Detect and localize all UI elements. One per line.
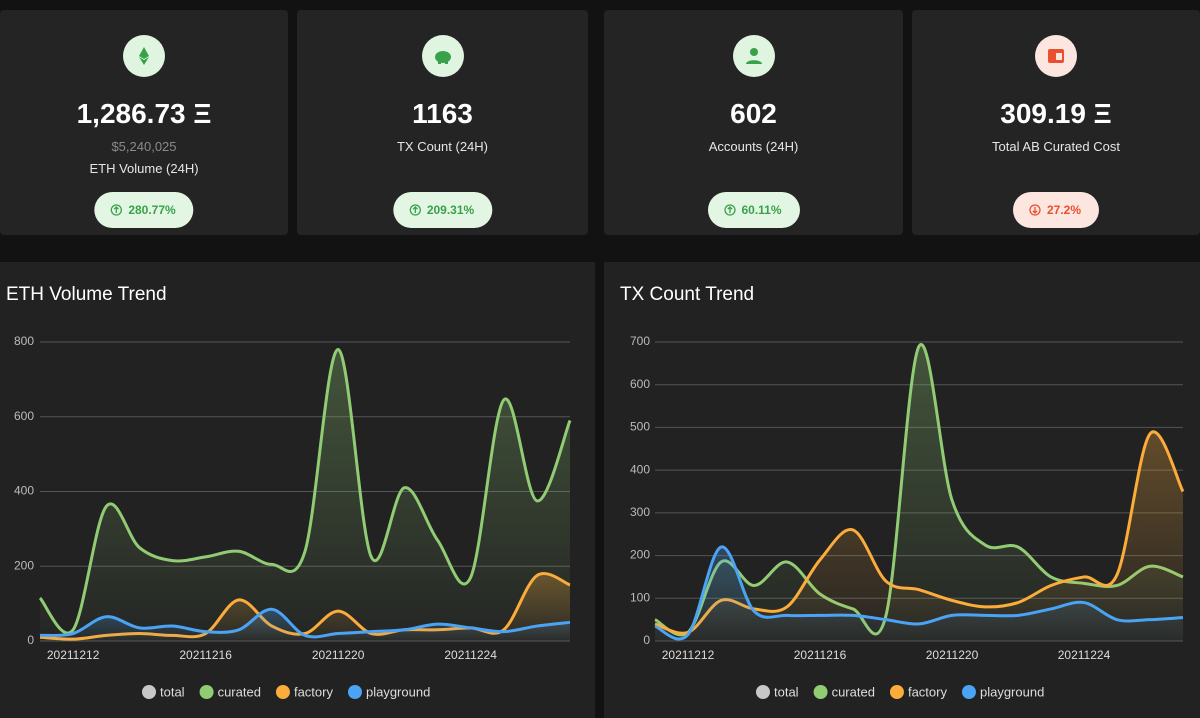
chart-panel: TX Count Trend 0 100 200 300 400 500 600 700 2021… <box>604 262 1200 718</box>
change-value: 209.31% <box>426 203 475 217</box>
y-tick-label: 400 <box>14 484 34 498</box>
chart-panel: ETH Volume Trend 0 200 400 600 800 20211212 202… <box>0 262 595 718</box>
stat-label: ETH Volume (24H) <box>89 161 199 176</box>
stat-label: Accounts (24H) <box>708 139 799 154</box>
change-value: 27.2% <box>1046 203 1082 217</box>
chart: ETH Volume Trend 0 200 400 600 800 20211212 202… <box>6 284 572 699</box>
change-badge: 280.77% <box>94 192 194 228</box>
legend-marker <box>756 685 770 699</box>
stat-value: 602 <box>730 98 777 129</box>
stat-value: 1163 <box>412 98 473 129</box>
x-tick-label: 20211220 <box>926 648 979 662</box>
y-tick-label: 800 <box>14 334 34 348</box>
legend-label: playground <box>980 684 1044 699</box>
y-tick-label: 300 <box>630 505 650 519</box>
stat-sub: $5,240,025 <box>111 139 177 154</box>
stat-label: TX Count (24H) <box>396 139 489 154</box>
stat-card: 1163 TX Count (24H) 209.31% <box>297 10 588 235</box>
chart-title: TX Count Trend <box>620 284 754 305</box>
stat-card: 602 Accounts (24H) 60.11% <box>604 10 903 235</box>
x-tick-label: 20211212 <box>47 648 100 662</box>
y-tick-label: 200 <box>630 548 650 562</box>
legend-label: curated <box>832 684 875 699</box>
y-tick-label: 0 <box>27 633 34 647</box>
y-tick-label: 700 <box>630 334 650 348</box>
icon <box>1035 35 1077 77</box>
x-tick-label: 20211220 <box>312 648 365 662</box>
change-value: 60.11% <box>741 203 782 217</box>
series-area <box>655 431 1183 641</box>
legend-label: total <box>160 684 185 699</box>
legend-label: curated <box>218 684 261 699</box>
stat-value: 1,286.73 Ξ <box>76 98 212 129</box>
stat-value: 309.19 Ξ <box>1000 98 1112 129</box>
change-value: 280.77% <box>128 203 176 217</box>
icon <box>421 35 464 77</box>
stat-label: Total AB Curated Cost <box>992 139 1120 154</box>
stat-card: 1,286.73 Ξ $5,240,025 ETH Volume (24H) 2… <box>0 10 288 235</box>
y-tick-label: 500 <box>630 420 650 434</box>
legend-label: total <box>774 684 799 699</box>
series-line <box>39 607 571 639</box>
x-tick-label: 20211212 <box>662 648 715 662</box>
legend-marker <box>199 685 214 699</box>
chart-title: ETH Volume Trend <box>6 284 167 305</box>
change-badge: 27.2% <box>1012 192 1100 228</box>
x-tick-label: 20211216 <box>794 648 847 662</box>
y-tick-label: 0 <box>643 633 650 647</box>
series-area <box>40 609 570 641</box>
legend-label: playground <box>366 684 430 699</box>
legend-marker <box>889 685 904 699</box>
y-tick-label: 600 <box>14 409 34 423</box>
icon <box>732 35 775 77</box>
y-tick-label: 100 <box>630 590 650 604</box>
x-tick-label: 20211224 <box>1058 648 1111 662</box>
legend-marker <box>813 685 828 699</box>
series-area <box>655 546 1183 641</box>
legend-marker <box>347 685 362 699</box>
series-line <box>38 347 572 635</box>
legend-marker <box>961 685 976 699</box>
x-tick-label: 20211224 <box>444 648 497 662</box>
icon <box>123 35 165 77</box>
y-tick-label: 600 <box>630 377 650 391</box>
x-tick-label: 20211216 <box>179 648 232 662</box>
legend-marker <box>275 685 290 699</box>
change-badge: 60.11% <box>707 192 800 228</box>
y-tick-label: 400 <box>630 462 650 476</box>
chart: TX Count Trend 0 100 200 300 400 500 600 700 2021… <box>620 284 1185 699</box>
series-line <box>654 545 1184 641</box>
stat-card: 309.19 Ξ Total AB Curated Cost 27.2% <box>912 10 1200 235</box>
series-area <box>655 344 1183 641</box>
legend-label: factory <box>294 684 334 699</box>
series-area <box>40 349 570 641</box>
legend-label: factory <box>908 684 948 699</box>
legend-marker <box>142 685 156 699</box>
change-badge: 209.31% <box>392 192 493 228</box>
y-tick-label: 200 <box>14 558 34 572</box>
